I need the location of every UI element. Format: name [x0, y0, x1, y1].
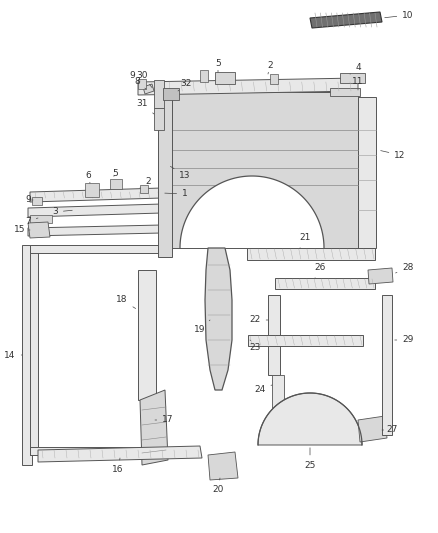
Bar — [215, 72, 235, 84]
Text: 31: 31 — [136, 100, 154, 114]
Bar — [138, 79, 146, 89]
Text: 1: 1 — [165, 190, 188, 198]
Bar — [85, 183, 99, 197]
Polygon shape — [358, 416, 387, 442]
Polygon shape — [162, 176, 358, 248]
Text: 32: 32 — [178, 78, 192, 91]
Polygon shape — [138, 78, 358, 95]
Text: 23: 23 — [249, 340, 261, 352]
Polygon shape — [140, 390, 168, 465]
Text: 11: 11 — [352, 77, 364, 90]
Text: 9: 9 — [129, 70, 140, 81]
Bar — [158, 92, 172, 257]
Bar — [200, 70, 208, 82]
Text: 2: 2 — [140, 177, 151, 188]
Bar — [272, 375, 284, 413]
Text: 17: 17 — [155, 416, 174, 424]
Bar — [248, 335, 363, 346]
Text: 18: 18 — [116, 295, 136, 309]
Text: 29: 29 — [395, 335, 413, 344]
Polygon shape — [28, 222, 50, 238]
Bar — [30, 245, 160, 253]
Text: 5: 5 — [215, 59, 221, 72]
Polygon shape — [30, 188, 162, 202]
Bar — [30, 215, 52, 223]
Bar — [30, 447, 175, 455]
Text: 19: 19 — [194, 320, 210, 335]
Polygon shape — [258, 393, 362, 445]
Text: 3: 3 — [52, 207, 72, 216]
Text: 30: 30 — [136, 70, 152, 88]
Polygon shape — [368, 268, 393, 284]
Bar — [154, 80, 164, 108]
Bar — [22, 245, 32, 465]
Polygon shape — [28, 204, 162, 217]
Text: 5: 5 — [112, 168, 118, 177]
Polygon shape — [310, 12, 382, 28]
Bar — [154, 108, 164, 130]
Bar — [140, 185, 148, 193]
Text: 7: 7 — [25, 216, 38, 225]
Text: 16: 16 — [112, 458, 124, 474]
Polygon shape — [208, 452, 238, 480]
Polygon shape — [38, 446, 202, 462]
Text: 20: 20 — [212, 478, 224, 495]
Bar — [268, 295, 280, 375]
Polygon shape — [205, 248, 232, 390]
Text: 10: 10 — [385, 11, 414, 20]
Bar — [330, 88, 360, 96]
Text: 12: 12 — [381, 150, 406, 159]
Text: 27: 27 — [382, 425, 398, 434]
Bar — [270, 74, 278, 84]
Text: 28: 28 — [396, 263, 413, 273]
Text: 2: 2 — [267, 61, 273, 74]
Bar — [32, 197, 42, 205]
Bar — [358, 97, 376, 248]
Text: 15: 15 — [14, 225, 30, 235]
Text: 13: 13 — [170, 166, 191, 180]
Bar — [110, 179, 122, 189]
Text: 14: 14 — [4, 351, 22, 359]
Text: 25: 25 — [304, 448, 316, 470]
Text: 26: 26 — [314, 263, 326, 278]
Text: 24: 24 — [254, 385, 272, 394]
Bar — [30, 245, 38, 455]
Polygon shape — [28, 225, 162, 236]
Text: 4: 4 — [350, 62, 361, 74]
Bar — [163, 88, 179, 100]
Bar — [138, 270, 156, 400]
Bar — [340, 73, 365, 83]
Bar — [382, 295, 392, 435]
Polygon shape — [143, 84, 154, 94]
Bar — [162, 92, 358, 248]
Text: 8: 8 — [134, 77, 146, 89]
Text: 6: 6 — [85, 171, 91, 183]
Text: 9: 9 — [25, 196, 33, 205]
Text: 22: 22 — [249, 316, 268, 325]
Bar — [247, 248, 375, 260]
Text: 21: 21 — [299, 233, 311, 248]
Bar — [275, 278, 375, 289]
